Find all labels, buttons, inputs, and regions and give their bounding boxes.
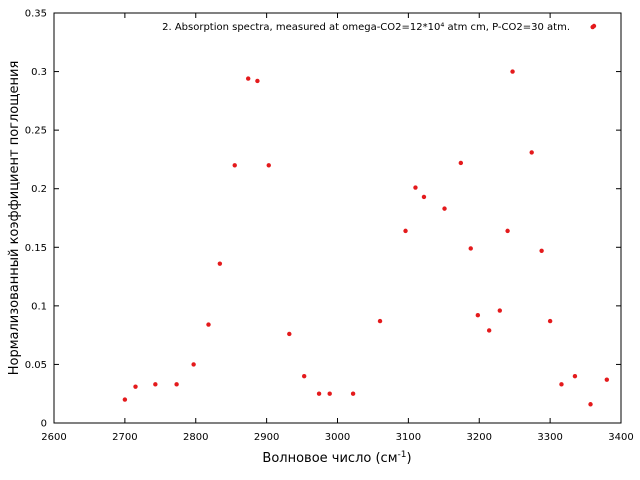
y-tick-label: 0.2 [31, 184, 47, 195]
data-point [510, 69, 515, 74]
y-tick-label: 0.1 [31, 301, 47, 312]
data-point [497, 308, 503, 313]
data-point [316, 391, 322, 396]
x-tick-label: 3100 [396, 432, 421, 443]
data-point [377, 318, 383, 324]
y-axis-title: Нормализованный коэффициент поглощения [7, 61, 22, 376]
legend-label: 2. Absorption spectra, measured at omega… [162, 22, 570, 33]
data-point [547, 318, 553, 324]
x-tick-label: 2600 [41, 432, 66, 443]
plot-frame [53, 12, 622, 424]
data-point [350, 391, 356, 396]
data-point [588, 402, 593, 407]
x-tick-label: 3300 [537, 432, 562, 443]
x-tick-label: 2900 [254, 432, 279, 443]
y-tick-label: 0.35 [25, 9, 47, 20]
data-point [572, 373, 578, 379]
data-point [442, 206, 447, 211]
data-point [458, 160, 464, 166]
x-tick-label: 3400 [608, 432, 633, 443]
data-point [206, 322, 211, 327]
data-point [468, 246, 473, 251]
x-axis-title-superscript: -1 [398, 450, 407, 460]
data-point [122, 397, 128, 402]
y-axis-ticks: 0 0.05 0.1 0.15 0.2 0.25 0.3 0.35 [25, 9, 621, 430]
data-point [232, 163, 237, 168]
x-tick-label: 3200 [467, 432, 492, 443]
data-point [287, 331, 292, 337]
x-axis-title-main: Волновое число (см [262, 451, 397, 466]
data-point [245, 76, 251, 81]
data-point [301, 373, 307, 379]
y-tick-label: 0 [41, 419, 47, 430]
data-point [529, 150, 534, 155]
x-tick-label: 2700 [112, 432, 137, 443]
data-point [604, 377, 610, 382]
y-tick-label: 0.15 [25, 243, 47, 254]
data-point [174, 382, 179, 387]
x-axis-ticks: 2600 2700 2800 2900 3000 3100 3200 3300 3400 [41, 13, 634, 443]
data-point [133, 384, 138, 389]
data-point [421, 194, 427, 200]
y-tick-label: 0.3 [31, 67, 47, 78]
x-tick-label: 3000 [325, 432, 350, 443]
x-axis-title-end: ) [406, 451, 411, 466]
data-point [217, 261, 223, 266]
y-tick-label: 0.25 [25, 126, 47, 137]
data-point [153, 382, 158, 387]
data-point [539, 248, 544, 253]
data-point [413, 185, 418, 190]
data-point [255, 78, 260, 84]
data-point [475, 313, 481, 318]
legend: 2. Absorption spectra, measured at omega… [162, 22, 597, 33]
data-point [505, 228, 510, 234]
data-point [266, 163, 271, 168]
data-point [403, 228, 408, 234]
data-point [486, 328, 492, 333]
data-point [191, 362, 196, 367]
data-point [327, 391, 332, 396]
legend-marker [591, 23, 597, 29]
y-tick-label: 0.05 [25, 360, 47, 371]
data-point [559, 382, 564, 387]
x-tick-label: 2800 [183, 432, 208, 443]
data-points [122, 24, 610, 407]
x-axis-title: Волновое число (см-1) [262, 450, 411, 466]
